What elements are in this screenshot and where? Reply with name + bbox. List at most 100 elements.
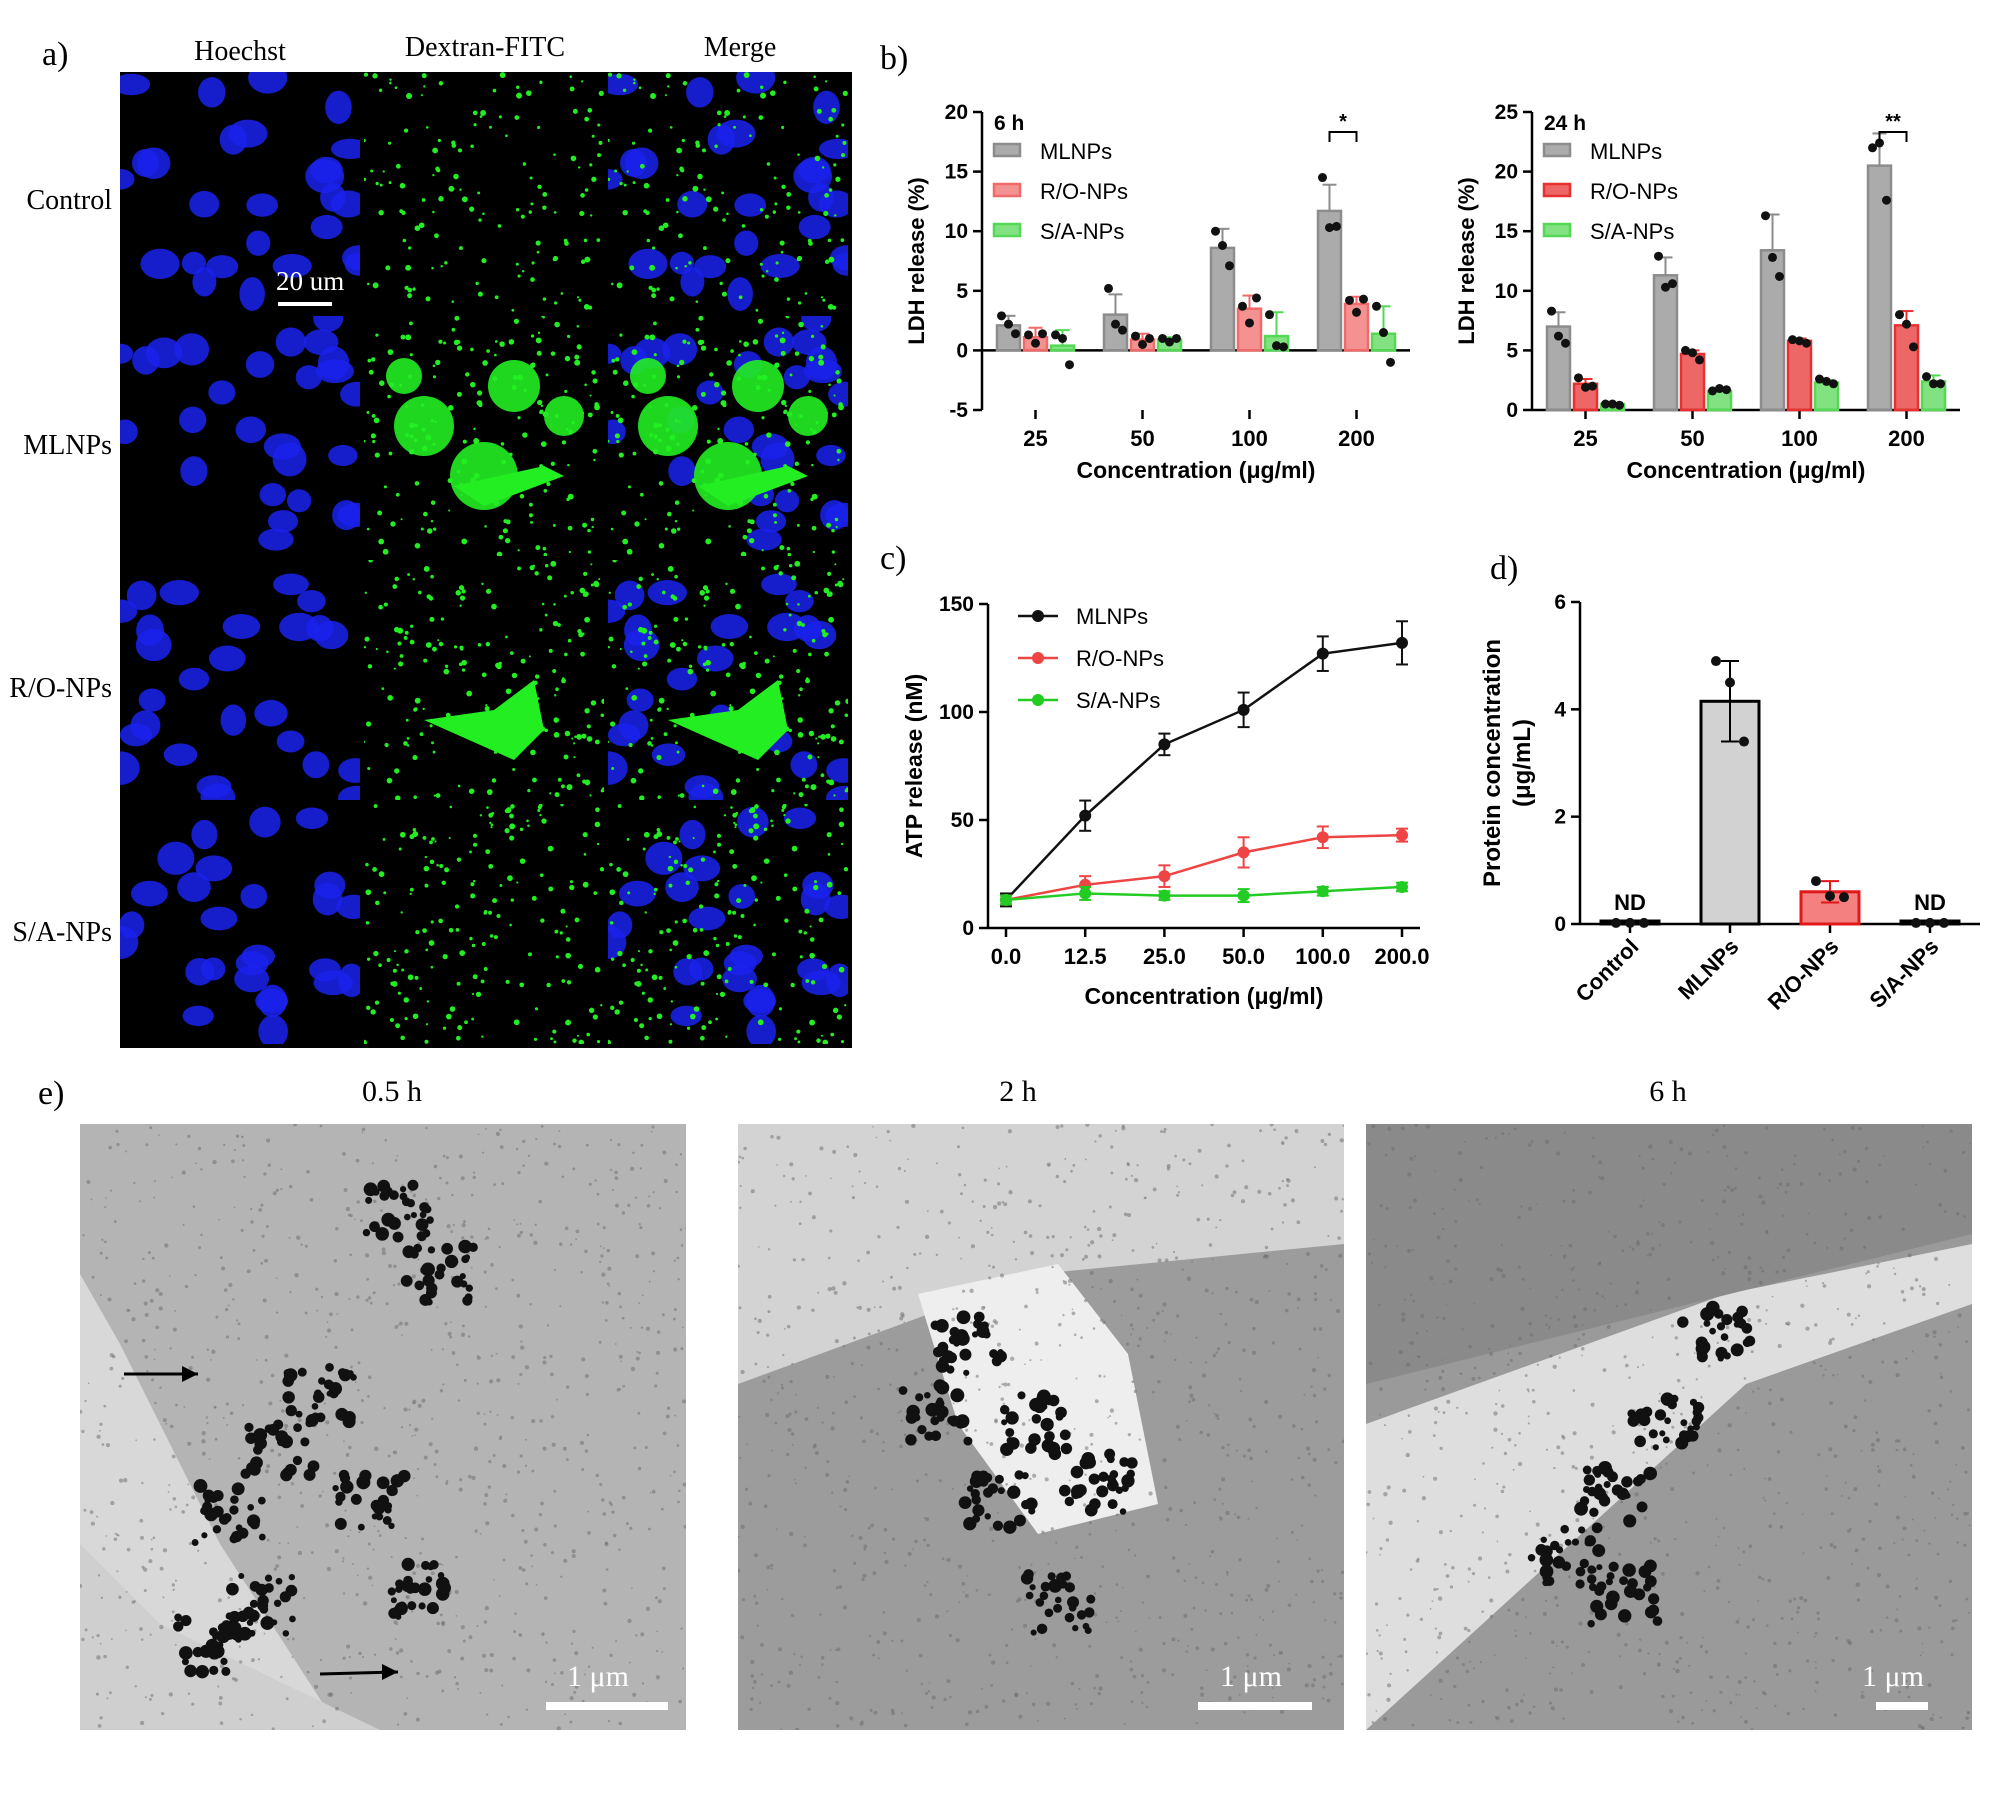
panel-a-letter: a)	[42, 36, 69, 73]
fitc-granule	[645, 210, 650, 216]
fitc-granule	[832, 1007, 839, 1014]
nanoparticle	[229, 1621, 242, 1634]
nanoparticle	[1098, 1471, 1109, 1482]
texture-grain	[264, 1334, 269, 1339]
texture-grain	[208, 1458, 211, 1460]
fitc-granule	[703, 645, 708, 650]
nucleus	[338, 758, 360, 783]
fitc-granule	[648, 285, 653, 290]
texture-grain	[1371, 1721, 1375, 1724]
texture-grain	[1603, 1298, 1606, 1300]
fitc-granule	[443, 341, 447, 345]
nucleus	[342, 245, 360, 271]
texture-grain	[630, 1366, 636, 1372]
texture-grain	[752, 1686, 755, 1690]
fitc-granule	[683, 864, 688, 869]
fitc-granule	[733, 821, 736, 824]
fitc-granule	[608, 138, 610, 143]
texture-grain	[162, 1548, 168, 1553]
texture-grain	[883, 1551, 887, 1554]
fitc-granule	[651, 246, 656, 250]
fitc-granule	[470, 893, 476, 899]
texture-grain	[1094, 1613, 1098, 1617]
fitc-granule	[771, 824, 774, 827]
fitc-granule	[656, 1013, 663, 1020]
nucleus	[628, 248, 668, 280]
fitc-granule	[584, 616, 590, 623]
texture-grain	[526, 1668, 531, 1673]
texture-grain	[1308, 1557, 1312, 1561]
texture-grain	[891, 1488, 894, 1491]
nanoparticle	[260, 1616, 275, 1630]
fitc-granule	[563, 754, 569, 760]
texture-grain	[1548, 1701, 1553, 1705]
texture-grain	[1854, 1317, 1857, 1320]
texture-grain	[1612, 1424, 1615, 1427]
texture-grain	[1738, 1563, 1741, 1566]
fitc-granule	[552, 1029, 557, 1034]
texture-grain	[599, 1482, 603, 1487]
fitc-granule	[584, 116, 590, 122]
nanoparticle	[973, 1311, 985, 1323]
fitc-granule	[446, 1013, 452, 1020]
nucleus	[679, 819, 706, 850]
nucleus	[755, 510, 787, 533]
fitc-granule	[442, 1026, 447, 1030]
data-point	[1359, 294, 1368, 304]
texture-grain	[1273, 1128, 1277, 1132]
texture-grain	[1327, 1132, 1332, 1137]
fitc-granule	[430, 920, 434, 924]
texture-grain	[638, 1351, 642, 1355]
texture-grain	[159, 1386, 162, 1389]
fitc-granule	[516, 881, 519, 884]
nucleus	[275, 327, 306, 357]
texture-grain	[1744, 1151, 1748, 1155]
nd-annotation: ND	[1914, 890, 1946, 915]
data-point	[1608, 399, 1617, 409]
texture-grain	[1097, 1254, 1102, 1259]
texture-grain	[1893, 1267, 1895, 1270]
texture-grain	[1761, 1577, 1765, 1581]
data-point	[1145, 333, 1154, 343]
texture-grain	[1900, 1289, 1905, 1294]
fitc-cell	[638, 396, 698, 456]
fitc-granule	[682, 339, 687, 344]
texture-grain	[221, 1266, 226, 1271]
texture-grain	[1065, 1248, 1069, 1252]
fitc-granule	[590, 700, 597, 706]
texture-grain	[1933, 1256, 1939, 1261]
texture-grain	[1371, 1262, 1373, 1264]
texture-grain	[1907, 1695, 1911, 1699]
texture-grain	[1032, 1473, 1037, 1478]
nucleus	[801, 316, 832, 332]
fitc-granule	[540, 918, 545, 923]
texture-grain	[960, 1257, 963, 1260]
texture-grain	[109, 1353, 114, 1358]
data-point	[1165, 337, 1174, 347]
fitc-granule	[748, 537, 755, 544]
fitc-granule	[498, 534, 504, 540]
texture-grain	[1895, 1372, 1900, 1378]
texture-grain	[1868, 1519, 1872, 1523]
nanoparticle	[248, 1463, 261, 1476]
texture-grain	[1230, 1593, 1234, 1597]
texture-grain	[151, 1256, 155, 1260]
texture-grain	[458, 1154, 463, 1159]
texture-grain	[1337, 1236, 1341, 1240]
texture-grain	[326, 1328, 332, 1333]
texture-grain	[1389, 1672, 1392, 1676]
nanoparticle	[898, 1386, 908, 1395]
fitc-granule	[632, 141, 636, 145]
fitc-granule	[759, 262, 763, 266]
texture-grain	[99, 1294, 102, 1297]
texture-grain	[1221, 1445, 1225, 1450]
fitc-granule	[530, 277, 535, 282]
texture-grain	[447, 1331, 452, 1336]
data-point	[1058, 333, 1067, 343]
texture-grain	[393, 1450, 398, 1455]
texture-grain	[801, 1257, 805, 1262]
fitc-granule	[511, 308, 515, 312]
nanoparticle	[225, 1612, 233, 1620]
texture-grain	[97, 1574, 101, 1577]
texture-grain	[792, 1258, 796, 1262]
